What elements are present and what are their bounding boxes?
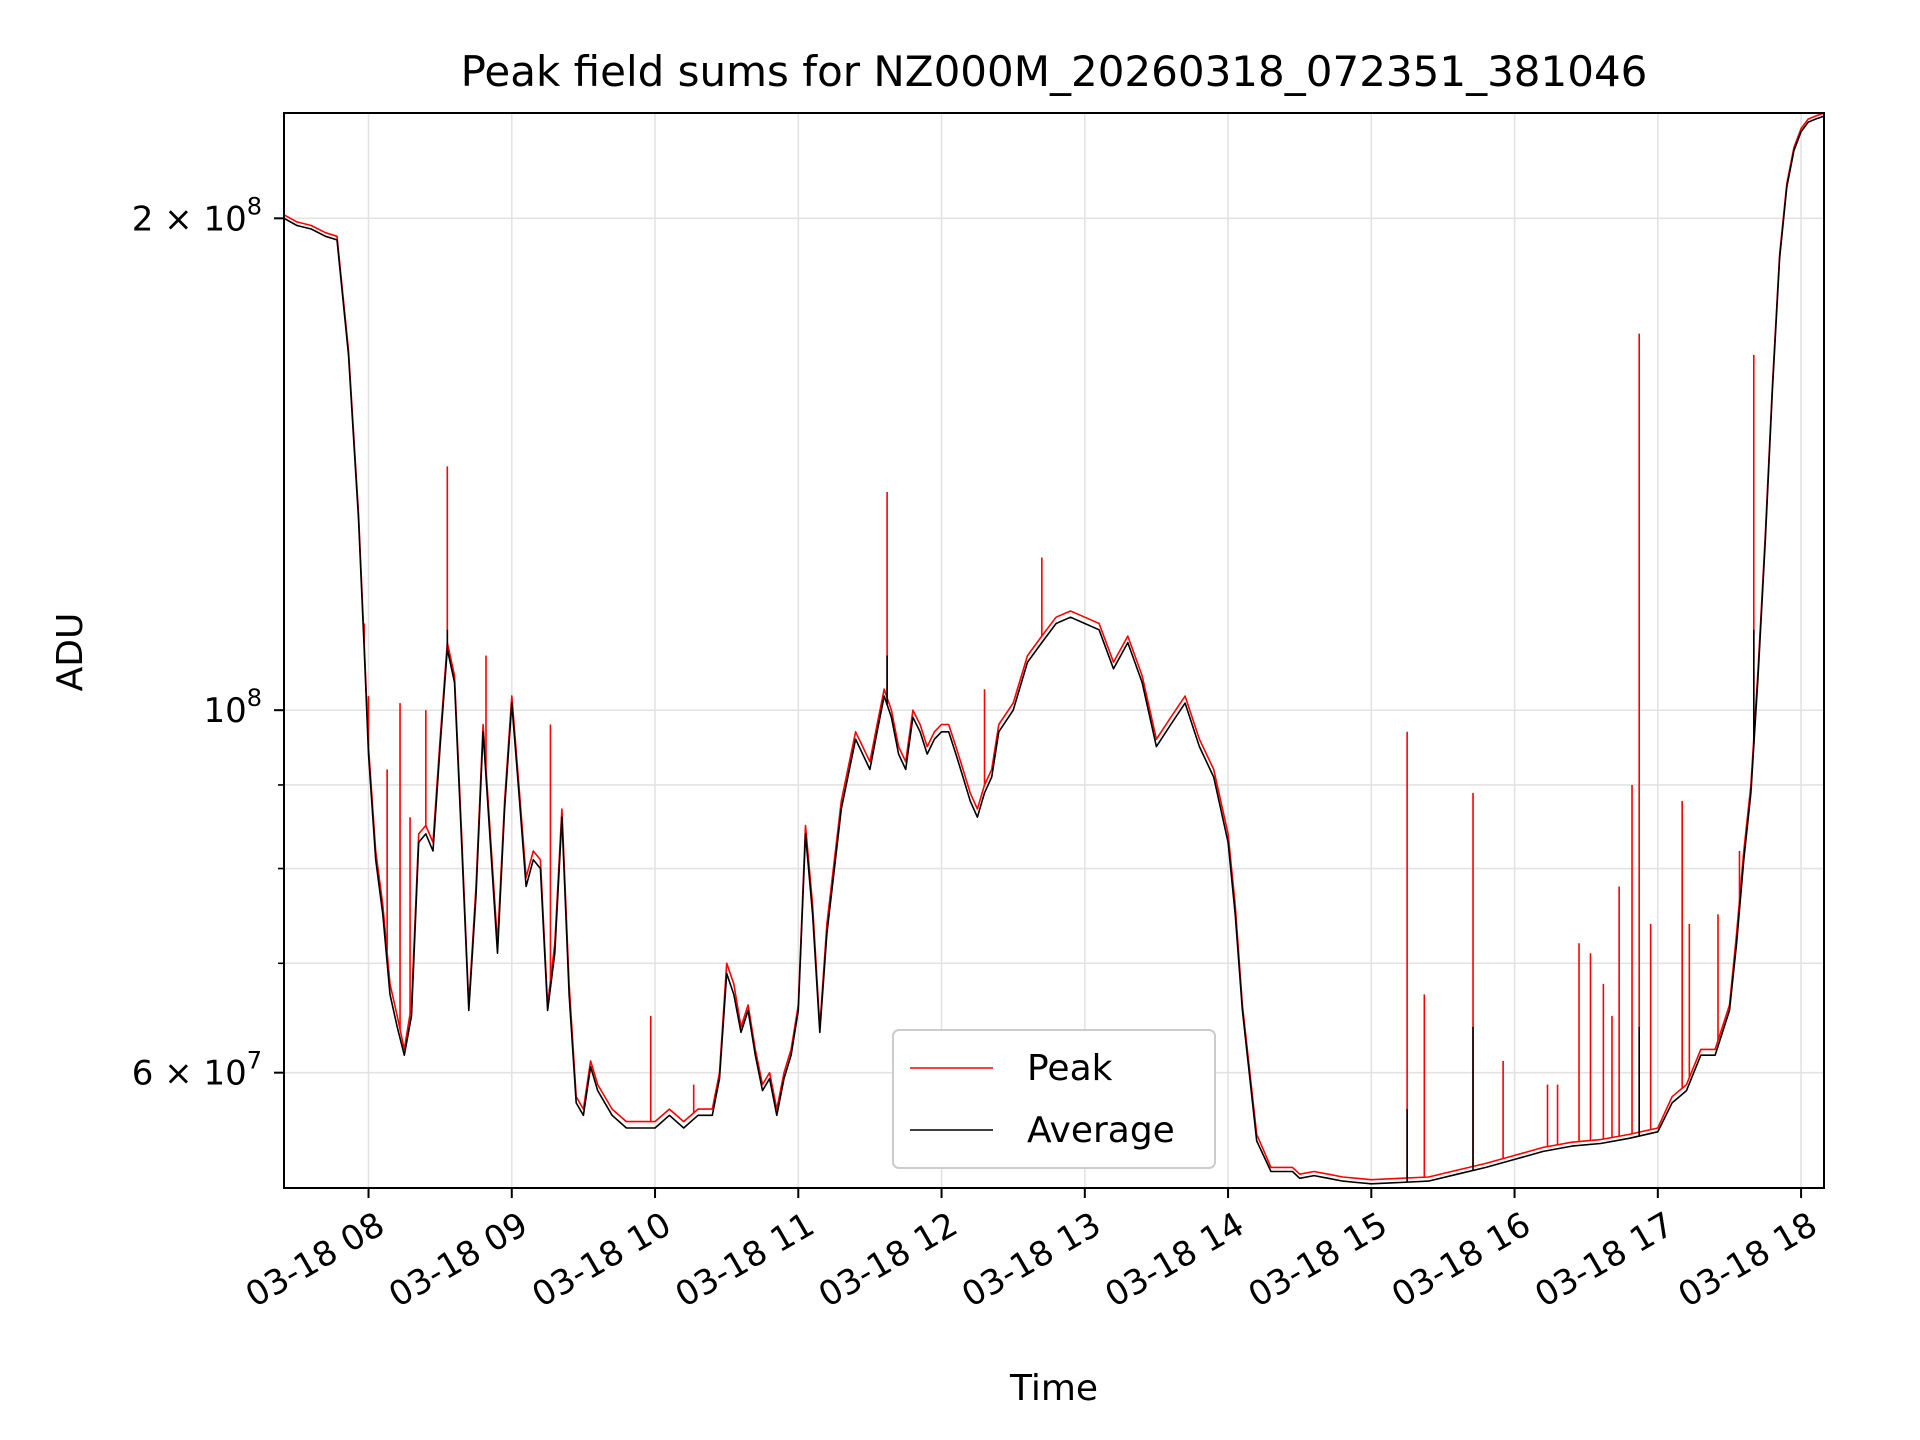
y-tick-label: 6 × 107 [132, 1047, 262, 1094]
chart-title: Peak field sums for NZ000M_20260318_0723… [461, 47, 1648, 96]
series-layer [283, 112, 1825, 1185]
y-tick-label: 2 × 108 [132, 192, 262, 239]
legend: Peak Average [892, 1029, 1216, 1169]
y-axis: 6 × 107 108 2 × 108 [132, 192, 284, 1094]
plot-area-frame [283, 112, 1825, 1189]
series-line-average [283, 115, 1825, 1185]
legend-box [892, 1029, 1216, 1169]
legend-label-peak: Peak [1027, 1048, 1113, 1089]
y-axis-label: ADU [50, 613, 91, 692]
y-tick-label: 108 [203, 684, 262, 731]
legend-label-average: Average [1027, 1110, 1175, 1151]
x-axis-label: Time [1009, 1368, 1098, 1409]
